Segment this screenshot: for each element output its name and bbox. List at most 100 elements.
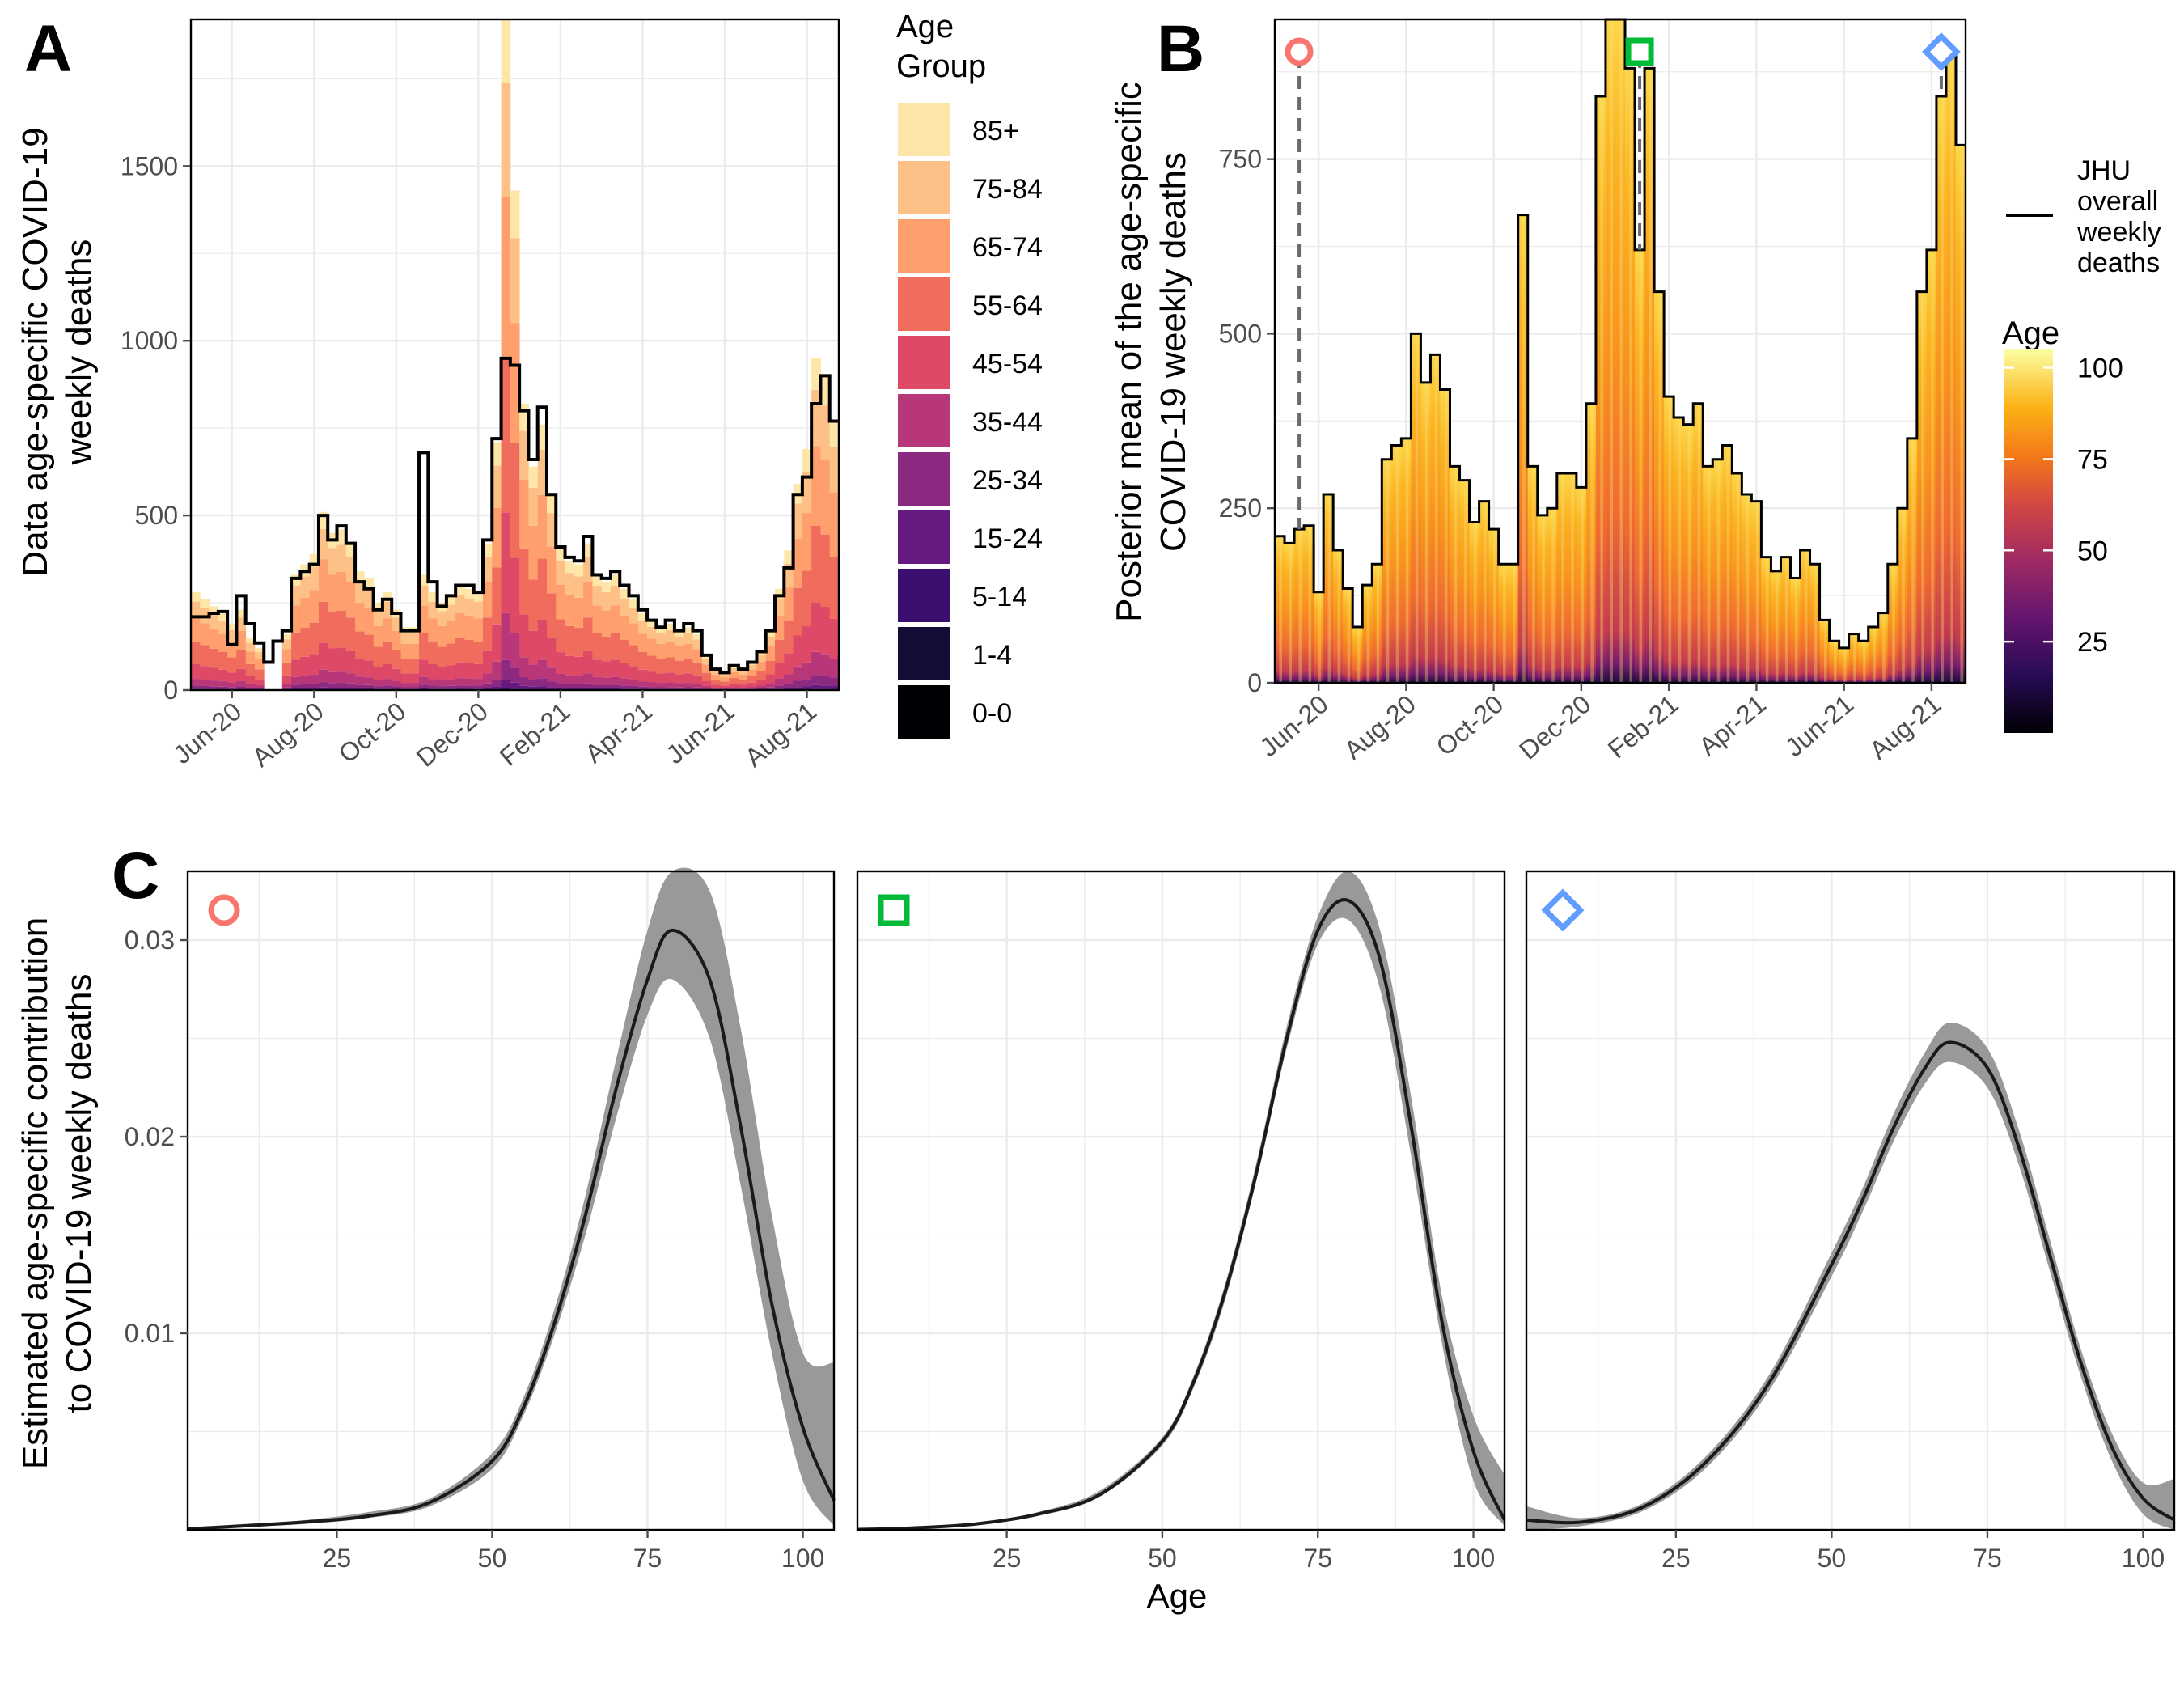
- age-group-legend-label: 5-14: [972, 582, 1027, 612]
- panel-a-bar-segment: [483, 684, 493, 688]
- panel-a-bar-segment: [656, 688, 666, 689]
- panel-b-bar-highlight: [1756, 502, 1759, 683]
- panel-a-bar-segment: [638, 633, 648, 652]
- panel-a-bar-segment: [538, 678, 548, 686]
- panel-a-bar-segment: [291, 685, 301, 688]
- panel-a-bar-segment: [565, 561, 575, 573]
- panel-a-bar-segment: [711, 680, 721, 684]
- panel-a-ytick-label: 1500: [121, 151, 178, 180]
- panel-b-bar-highlight: [1610, 19, 1613, 683]
- panel-b-bar-highlight: [1649, 68, 1652, 683]
- panel-a-bar-segment: [538, 495, 548, 559]
- age-colorbar-title: Age: [2002, 316, 2059, 351]
- panel-a-bar-segment: [328, 612, 337, 649]
- panel-b-bar-highlight: [1688, 425, 1691, 683]
- panel-c-1-xtick-label: 100: [781, 1544, 824, 1573]
- age-colorbar: [2004, 349, 2053, 733]
- panel-a-bar-segment: [510, 633, 520, 667]
- panel-b-xtick-label: Feb-21: [1602, 689, 1684, 765]
- panel-a-ytick-label: 500: [135, 501, 178, 530]
- panel-b-bar-highlight: [1950, 54, 1953, 683]
- panel-b-bar-highlight: [1931, 250, 1934, 683]
- panel-a-bar-segment: [794, 667, 803, 681]
- panel-a-bar-segment: [474, 618, 484, 642]
- panel-a-bar-segment: [592, 586, 602, 605]
- panel-a-bar-segment: [794, 681, 803, 688]
- panel-a-bar-segment: [739, 688, 748, 689]
- panel-a-bar-segment: [629, 645, 639, 666]
- panel-a-bar-segment: [602, 582, 612, 592]
- panel-a-bar-segment: [547, 593, 557, 638]
- panel-a-bar-segment: [730, 684, 739, 688]
- panel-a-bar-segment: [227, 683, 237, 688]
- panel-a-bar-segment: [337, 572, 347, 611]
- panel-b-bar-highlight: [1892, 564, 1895, 683]
- panel-a-bar-segment: [556, 684, 565, 688]
- panel-b-bar-highlight: [1484, 502, 1487, 683]
- panel-a-bar-segment: [410, 688, 420, 689]
- panel-a-bar-segment: [775, 685, 785, 688]
- panel-a-bar-segment: [337, 683, 347, 688]
- panel-a-bar-segment: [328, 683, 337, 688]
- panel-a-bar-segment: [766, 688, 776, 689]
- panel-b-bar-highlight: [1357, 627, 1361, 683]
- panel-a-xtick-label: Oct-20: [333, 697, 412, 769]
- panel-a-bar-segment: [236, 687, 246, 689]
- panel-a-bar-segment: [611, 659, 620, 676]
- panel-b-bar-highlight: [1542, 515, 1545, 683]
- panel-a-bar-segment: [438, 611, 447, 625]
- panel-c-2-square-marker: [881, 897, 907, 923]
- panel-a-bar-segment: [620, 640, 629, 663]
- panel-a-bar-segment: [711, 675, 721, 680]
- panel-a-bar-segment: [574, 628, 584, 657]
- panel-a-bar-segment: [647, 682, 657, 687]
- panel-a-bar-segment: [210, 686, 219, 688]
- panel-a-bar-segment: [620, 663, 629, 679]
- panel-a-bar-segment: [528, 664, 538, 680]
- panel-a-bar-segment: [355, 603, 365, 631]
- panel-a-bar-segment: [547, 638, 557, 667]
- age-group-legend-key: [898, 510, 950, 564]
- panel-a-bar-segment: [464, 663, 474, 679]
- panel-a-bar-segment: [747, 683, 757, 687]
- panel-a-bar-segment: [766, 684, 776, 688]
- age-group-legend-key: [898, 685, 950, 739]
- panel-a-bar-segment: [638, 687, 648, 689]
- age-colorbar-tick-label: 100: [2077, 354, 2123, 384]
- panel-a-bar-segment: [602, 592, 612, 611]
- panel-a-bar-segment: [638, 670, 648, 681]
- panel-a-bar-segment: [374, 647, 383, 667]
- panel-c-1-circle-marker: [211, 897, 237, 923]
- age-group-legend-key: [898, 219, 950, 273]
- panel-b-bar-highlight: [1746, 494, 1750, 683]
- panel-b-ylabel-line2: COVID-19 weekly deaths: [1153, 152, 1193, 552]
- panel-b-bar-highlight: [1727, 446, 1730, 683]
- panel-a-bar-segment: [410, 633, 420, 644]
- panel-a-bar-segment: [675, 661, 684, 675]
- panel-a-bar-segment: [428, 618, 438, 642]
- panel-c-2-xtick-label: 50: [1148, 1544, 1177, 1573]
- jhu-legend-line2: overall: [2077, 186, 2158, 217]
- age-group-legend-key: [898, 161, 950, 214]
- panel-a-bar-segment: [383, 664, 392, 679]
- panel-a-bar-segment: [519, 614, 529, 657]
- panel-a-bar-segment: [510, 683, 520, 688]
- panel-a-bar-segment: [620, 599, 629, 616]
- panel-a-bar-segment: [528, 467, 538, 488]
- panel-a-bar-segment: [474, 602, 484, 619]
- panel-a-bar-segment: [602, 637, 612, 662]
- panel-a-bar-segment: [565, 595, 575, 626]
- panel-a-bar-segment: [474, 686, 484, 689]
- panel-a-bar-segment: [528, 488, 538, 526]
- panel-a-bar-segment: [374, 667, 383, 680]
- panel-c-2-xtick-label: 100: [1452, 1544, 1495, 1573]
- panel-a-bar-segment: [328, 548, 337, 574]
- panel-b-bar-highlight: [1561, 473, 1564, 683]
- panel-b-xtick-label: Aug-21: [1864, 689, 1946, 765]
- panel-a-bar-segment: [666, 642, 675, 658]
- panel-a-bar-segment: [656, 683, 666, 687]
- panel-a-bar-segment: [447, 665, 456, 679]
- panel-a-bar-segment: [291, 633, 301, 659]
- legends: 85+75-8465-7455-6445-5435-4425-3415-245-…: [898, 103, 1043, 739]
- panel-a-bar-segment: [666, 687, 675, 688]
